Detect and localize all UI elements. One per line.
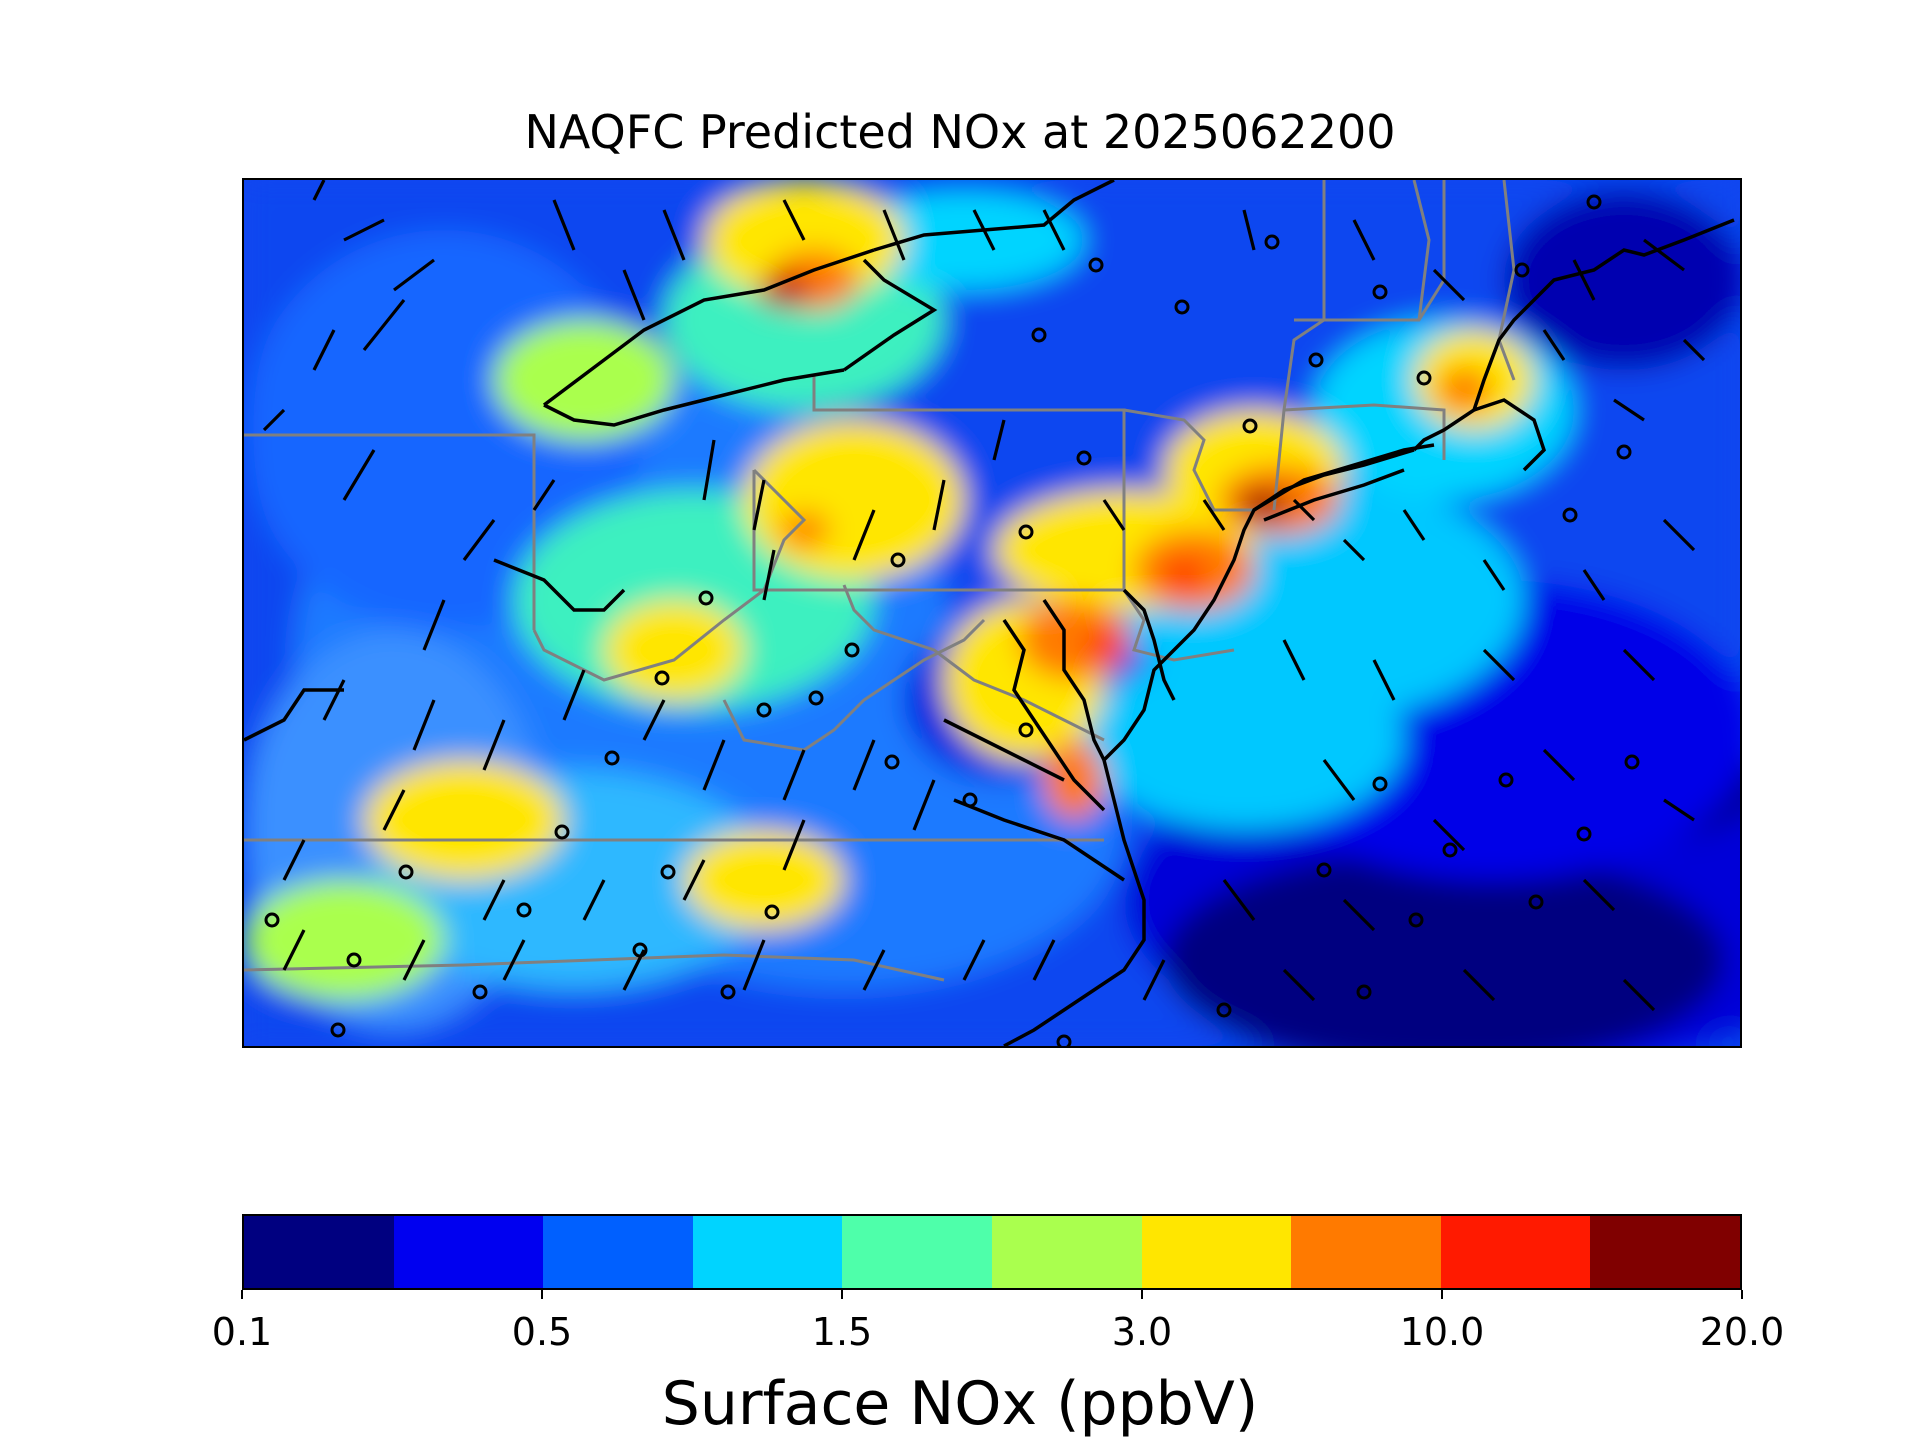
nox-concentration-field: [244, 180, 1740, 1046]
colorbar-swatch: [842, 1216, 992, 1288]
colorbar-tick: [241, 1290, 243, 1299]
colorbar-swatch: [1440, 1216, 1591, 1288]
colorbar: [242, 1214, 1742, 1290]
colorbar-swatch: [1590, 1216, 1740, 1288]
colorbar-swatch: [543, 1216, 693, 1288]
colorbar-tick: [541, 1290, 543, 1299]
colorbar-tick-label: 1.5: [811, 1310, 873, 1354]
colorbar-tick-label: 20.0: [1699, 1310, 1785, 1354]
coastlines: [244, 180, 1735, 1046]
colorbar-tick-label: 10.0: [1399, 1310, 1485, 1354]
colorbar-tick-label: 3.0: [1111, 1310, 1173, 1354]
map-panel: [242, 178, 1742, 1048]
colorbar-label: Surface NOx (ppbV): [661, 1369, 1259, 1439]
colorbar-tick: [1441, 1290, 1443, 1299]
colorbar-tick: [1141, 1290, 1143, 1299]
colorbar-swatch: [692, 1216, 843, 1288]
colorbar-tick: [1741, 1290, 1743, 1299]
nox-map: [244, 180, 1740, 1046]
wind-barbs: [262, 180, 1706, 1012]
state-borders: [244, 180, 1516, 982]
map-title: NAQFC Predicted NOx at 2025062200: [524, 105, 1396, 159]
station-markers: [264, 194, 1640, 1046]
colorbar-tick-label: 0.1: [211, 1310, 273, 1354]
colorbar-tick: [841, 1290, 843, 1299]
colorbar-swatch: [991, 1216, 1142, 1288]
colorbar-swatch: [244, 1216, 394, 1288]
colorbar-swatch: [1141, 1216, 1292, 1288]
colorbar-swatch: [1291, 1216, 1441, 1288]
colorbar-swatch: [393, 1216, 544, 1288]
colorbar-tick-label: 0.5: [511, 1310, 573, 1354]
